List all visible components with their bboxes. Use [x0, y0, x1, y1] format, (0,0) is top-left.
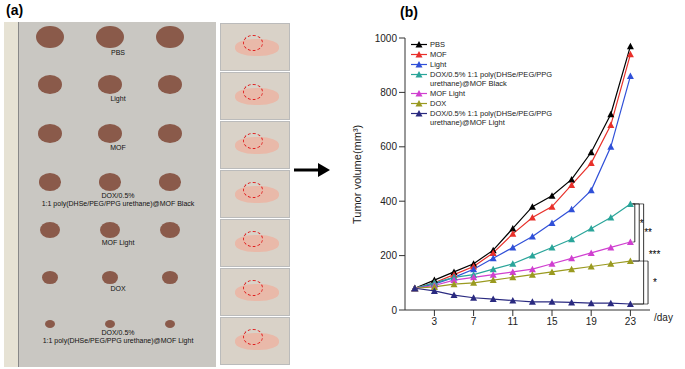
svg-text:11: 11	[508, 316, 519, 327]
html-text:(a): (a)	[6, 2, 24, 18]
svg-text:23: 23	[625, 316, 637, 327]
html-text:Light: Light	[430, 60, 447, 69]
html-text:/day: /day	[654, 312, 673, 323]
html-text:PBS: PBS	[430, 40, 445, 49]
svg-text:600: 600	[380, 141, 397, 152]
html-text:PBS: PBS	[111, 49, 125, 57]
html-text:DOX/0.5% 1:1 poly(DHSe/PEG/PPG: DOX/0.5% 1:1 poly(DHSe/PEG/PPG urethane)…	[41, 191, 195, 207]
svg-text:400: 400	[380, 196, 397, 207]
svg-text:7: 7	[471, 316, 477, 327]
svg-text:15: 15	[546, 316, 558, 327]
html-text:DOX/0.5% 1:1 poly(DHSe/PEG/PPG: DOX/0.5% 1:1 poly(DHSe/PEG/PPG urethane)…	[430, 70, 553, 88]
svg-text:Tumor volume(mm³): Tumor volume(mm³)	[351, 125, 363, 224]
html-text:Light: Light	[110, 95, 126, 103]
svg-text:800: 800	[380, 87, 397, 98]
svg-text:200: 200	[380, 250, 397, 261]
html-text:MOF: MOF	[110, 144, 126, 152]
svg-text:1000: 1000	[375, 33, 398, 44]
svg-text:**: **	[644, 227, 652, 238]
html-text:DOX/0.5% 1:1 poly(DHSe/PEG/PPG: DOX/0.5% 1:1 poly(DHSe/PEG/PPG urethane)…	[430, 109, 553, 127]
html-text:(b): (b)	[400, 4, 418, 20]
html-text:MOF Light: MOF Light	[430, 89, 465, 98]
html-text:DOX: DOX	[430, 99, 447, 108]
svg-text:0: 0	[391, 305, 397, 316]
svg-text:19: 19	[586, 316, 598, 327]
html-text:MOF Light: MOF Light	[101, 239, 135, 246]
svg-text:*: *	[640, 218, 644, 229]
svg-text:*: *	[653, 277, 657, 288]
svg-text:3: 3	[432, 316, 438, 327]
html-text:DOX: DOX	[110, 284, 126, 292]
svg-text:***: ***	[649, 249, 661, 260]
html-text:MOF: MOF	[430, 50, 447, 59]
html-text:DOX/0.5% 1:1 poly(DHSe/PEG/PPG: DOX/0.5% 1:1 poly(DHSe/PEG/PPG urethane)…	[42, 329, 194, 344]
